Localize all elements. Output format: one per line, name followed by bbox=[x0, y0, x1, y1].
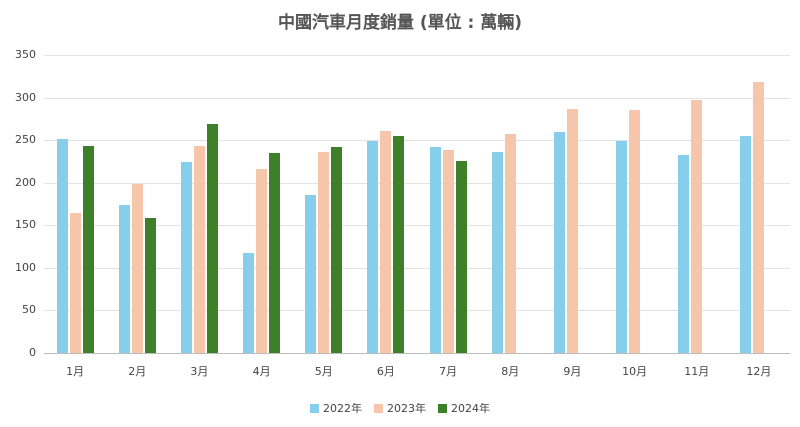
bar[interactable] bbox=[380, 130, 392, 353]
bar[interactable] bbox=[393, 135, 405, 353]
legend-swatch-icon bbox=[310, 403, 319, 413]
bar[interactable] bbox=[305, 194, 317, 353]
bar[interactable] bbox=[82, 146, 94, 353]
bar[interactable] bbox=[144, 218, 156, 353]
bar[interactable] bbox=[442, 150, 454, 353]
legend-label: 2024年 bbox=[451, 402, 490, 415]
bar[interactable] bbox=[504, 134, 516, 353]
y-tick-label: 300 bbox=[15, 90, 36, 104]
bar[interactable] bbox=[629, 110, 641, 353]
bar[interactable] bbox=[193, 146, 205, 353]
x-tick-label: 9月 bbox=[563, 365, 582, 378]
legend-swatch-icon bbox=[374, 403, 383, 413]
bar[interactable] bbox=[269, 152, 281, 353]
y-tick-label: 250 bbox=[15, 133, 36, 147]
legend-item[interactable]: 2022年 bbox=[310, 400, 362, 416]
bar[interactable] bbox=[69, 213, 81, 353]
gridline bbox=[44, 310, 790, 312]
bar[interactable] bbox=[691, 100, 703, 353]
gridline bbox=[44, 353, 790, 354]
y-tick-label: 200 bbox=[15, 175, 36, 189]
bar[interactable] bbox=[180, 162, 192, 353]
gridline bbox=[44, 267, 790, 269]
bar[interactable] bbox=[429, 146, 441, 353]
legend-swatch-icon bbox=[438, 403, 447, 413]
x-tick-label: 4月 bbox=[252, 365, 271, 378]
bar[interactable] bbox=[455, 161, 467, 353]
bar[interactable] bbox=[118, 204, 130, 353]
bar[interactable] bbox=[566, 109, 578, 353]
bar[interactable] bbox=[678, 155, 690, 353]
x-tick-label: 1月 bbox=[66, 365, 85, 378]
bar[interactable] bbox=[753, 82, 765, 353]
bar[interactable] bbox=[331, 146, 343, 353]
bar[interactable] bbox=[56, 139, 68, 353]
y-tick-label: 50 bbox=[22, 303, 36, 317]
bar[interactable] bbox=[616, 140, 628, 353]
chart-title: 中國汽車月度銷量 (單位 : 萬輛) bbox=[277, 13, 523, 33]
legend-label: 2022年 bbox=[323, 402, 362, 415]
bar[interactable] bbox=[740, 135, 752, 353]
y-tick-label: 0 bbox=[29, 346, 36, 359]
bar[interactable] bbox=[131, 184, 143, 353]
gridline bbox=[44, 225, 790, 227]
y-tick-label: 100 bbox=[15, 260, 36, 274]
y-tick-label: 350 bbox=[15, 48, 36, 61]
gridline bbox=[44, 97, 790, 99]
x-tick-label: 5月 bbox=[314, 365, 333, 378]
bar[interactable] bbox=[206, 123, 218, 353]
bar[interactable] bbox=[318, 152, 330, 353]
bar[interactable] bbox=[256, 169, 268, 353]
x-tick-label: 11月 bbox=[684, 365, 710, 378]
x-tick-label: 10月 bbox=[622, 365, 648, 378]
x-tick-label: 2月 bbox=[128, 365, 147, 378]
legend: 2022年 2023年 2024年 bbox=[0, 400, 800, 416]
legend-item[interactable]: 2024年 bbox=[438, 400, 490, 416]
bar[interactable] bbox=[553, 132, 565, 353]
x-tick-label: 7月 bbox=[439, 365, 458, 378]
legend-label: 2023年 bbox=[387, 402, 426, 415]
x-tick-label: 8月 bbox=[501, 365, 520, 378]
gridline bbox=[44, 182, 790, 184]
y-tick-label: 150 bbox=[15, 218, 36, 232]
x-tick-label: 12月 bbox=[746, 365, 772, 378]
x-tick-label: 6月 bbox=[376, 365, 395, 378]
bar[interactable] bbox=[491, 152, 503, 353]
legend-item[interactable]: 2023年 bbox=[374, 400, 426, 416]
bar[interactable] bbox=[243, 253, 255, 353]
x-tick-label: 3月 bbox=[190, 365, 209, 378]
gridline bbox=[44, 140, 790, 142]
gridline bbox=[44, 55, 790, 56]
bar[interactable] bbox=[367, 140, 379, 353]
